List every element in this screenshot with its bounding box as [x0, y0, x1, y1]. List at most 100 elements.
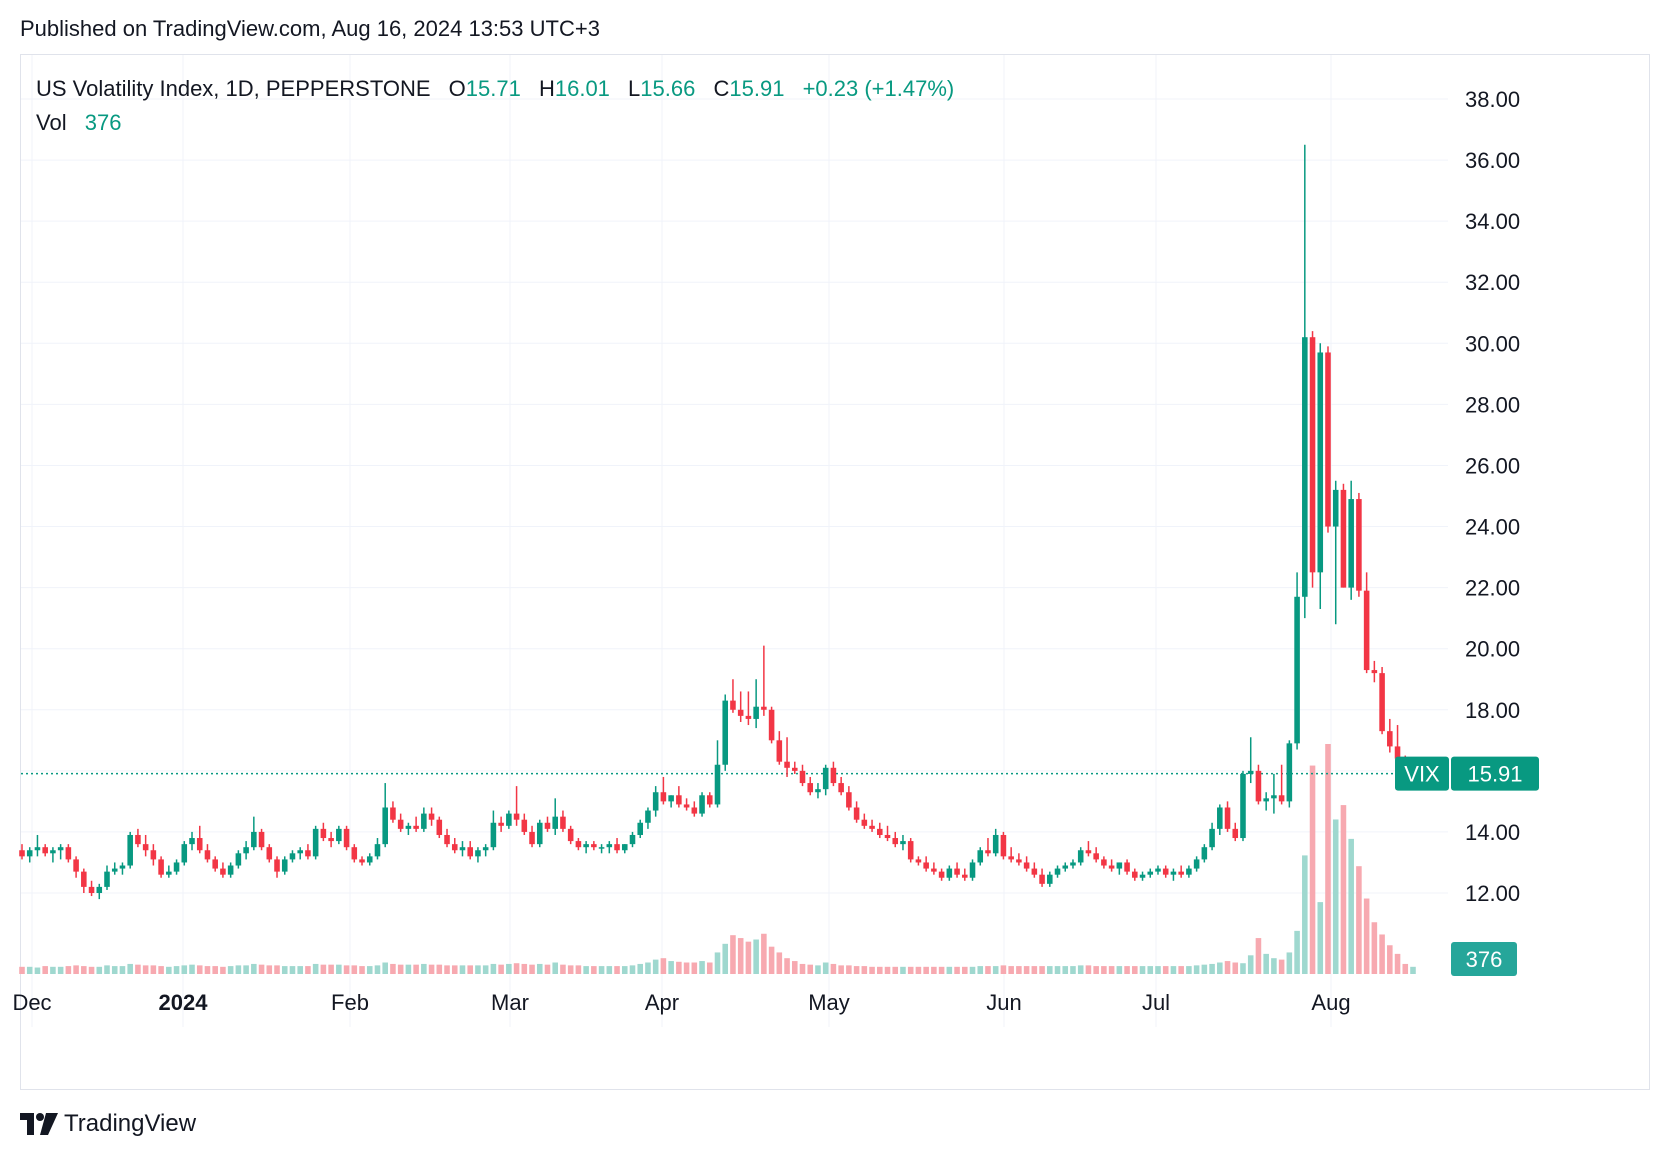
volume-bar — [861, 966, 868, 974]
candle — [938, 868, 945, 881]
volume-bar — [413, 964, 419, 974]
candle-body — [753, 706, 759, 719]
volume-bars — [19, 744, 1416, 974]
candle-body — [1186, 868, 1192, 875]
candle-body — [1016, 859, 1022, 863]
candle-body — [297, 850, 303, 854]
tradingview-logo[interactable]: TradingView — [20, 1110, 196, 1138]
candle — [158, 856, 164, 878]
candle-body — [614, 844, 620, 851]
candle — [390, 801, 396, 823]
volume-bar — [150, 965, 157, 974]
volume-bar — [560, 964, 566, 974]
candle-body — [374, 844, 381, 857]
candle-body — [320, 828, 327, 839]
candle — [475, 847, 481, 863]
candle-body — [745, 715, 752, 719]
volume-bar — [1286, 952, 1293, 974]
volume-bar — [807, 964, 814, 974]
candle-body — [166, 871, 172, 875]
candle — [274, 856, 280, 878]
volume-bar — [343, 965, 350, 974]
volume-bar — [784, 958, 790, 974]
candle — [297, 847, 303, 860]
candle — [81, 868, 87, 893]
candle — [173, 859, 180, 875]
volume-bar — [312, 963, 319, 974]
volume-bar — [1410, 966, 1416, 974]
candle-body — [328, 838, 334, 842]
candle-body — [1332, 489, 1339, 527]
volume-bar — [652, 959, 659, 974]
chart-frame[interactable] — [20, 54, 1650, 1090]
x-tick-label: Jul — [1142, 990, 1170, 1015]
candle — [1232, 822, 1239, 842]
candle — [1155, 865, 1161, 875]
candle — [382, 783, 388, 848]
candle — [730, 679, 736, 713]
y-tick-label: 34.00 — [1465, 209, 1520, 234]
candle — [359, 856, 365, 866]
legend-change: +0.23 (+1.47%) — [802, 76, 955, 101]
candle — [320, 822, 327, 842]
candle-body — [1101, 859, 1107, 866]
candle — [1255, 764, 1262, 805]
volume-bar — [506, 963, 512, 974]
candle-body — [1054, 868, 1061, 875]
volume-bar — [521, 963, 528, 974]
candle — [768, 706, 775, 744]
candle-body — [1093, 853, 1099, 860]
candle — [397, 813, 404, 832]
volume-bar — [776, 952, 783, 974]
candle-body — [1170, 871, 1177, 875]
volume-bar — [50, 966, 56, 974]
candle — [1201, 844, 1208, 863]
candle-body — [907, 841, 914, 860]
candle-body — [699, 795, 705, 814]
candle-body — [676, 795, 682, 805]
candle — [722, 694, 729, 771]
candle — [706, 792, 713, 808]
volume-bar — [822, 962, 829, 974]
candle — [969, 859, 976, 881]
candle-body — [591, 844, 597, 848]
candle-body — [42, 847, 48, 854]
volume-bar — [65, 966, 72, 974]
candle-body — [1155, 868, 1161, 872]
candle-body — [992, 834, 999, 854]
candle — [235, 850, 242, 869]
candle — [1278, 764, 1285, 805]
volume-bar — [274, 965, 280, 974]
candle — [1047, 871, 1053, 887]
volume-bar — [1047, 966, 1053, 974]
volume-bar — [158, 966, 164, 974]
candle-body — [189, 838, 195, 845]
candle — [753, 679, 759, 729]
volume-bar — [119, 966, 126, 974]
y-tick-label: 12.00 — [1465, 881, 1520, 906]
candle-body — [1201, 847, 1208, 860]
candle — [529, 825, 535, 848]
candle — [784, 737, 790, 777]
volume-bar — [111, 966, 118, 974]
legend-high-value: 16.01 — [554, 76, 610, 101]
candle-body — [274, 859, 280, 872]
candle-body — [1162, 868, 1169, 875]
candle-body — [884, 834, 891, 839]
candle — [1062, 862, 1069, 872]
volume-bar — [258, 964, 265, 974]
volume-bar — [19, 966, 25, 974]
candle-body — [258, 831, 265, 848]
candle — [1085, 841, 1092, 857]
volume-bar — [421, 963, 427, 974]
candle-body — [444, 834, 450, 845]
candle-body — [204, 850, 211, 860]
volume-bar — [683, 962, 690, 974]
candle — [683, 798, 690, 811]
volume-bar — [1348, 838, 1354, 974]
volume-bar — [1356, 866, 1362, 974]
volume-bar — [668, 961, 674, 974]
candle-body — [846, 792, 852, 808]
volume-bar — [204, 966, 211, 974]
